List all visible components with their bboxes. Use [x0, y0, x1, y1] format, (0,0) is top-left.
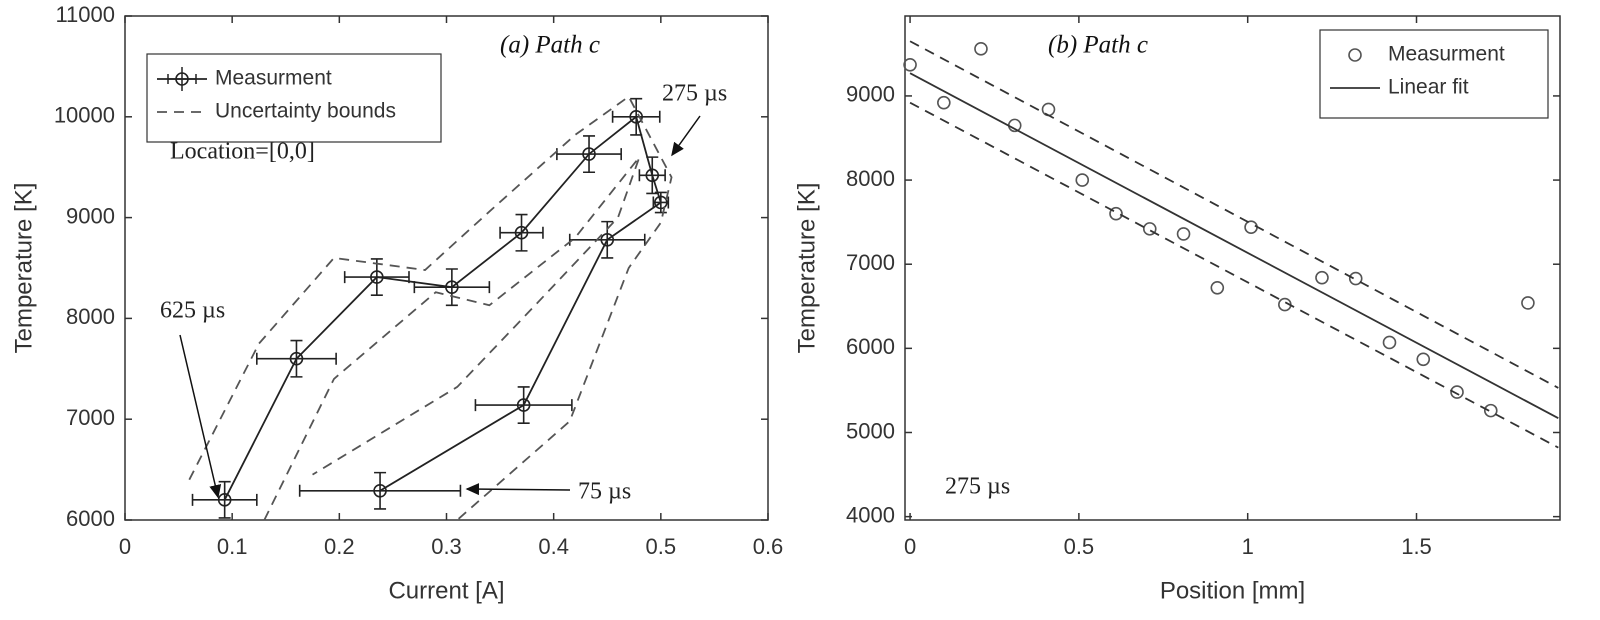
- y-error-bar: [515, 213, 528, 252]
- marker: [1142, 222, 1157, 236]
- series-line: [188, 95, 673, 521]
- x-tick-label: 0.4: [538, 534, 569, 559]
- annotation: 625 µs: [160, 298, 225, 324]
- y-error-bar: [517, 386, 530, 425]
- x-tick-label: 0.2: [324, 534, 355, 559]
- legend-label: Measurment: [1388, 43, 1505, 66]
- y-error-bar: [374, 471, 387, 510]
- y-tick-label: 5000: [846, 418, 895, 443]
- legend-error-bar: [167, 67, 197, 91]
- legend-marker: [175, 72, 189, 86]
- y-tick-label: 9000: [846, 82, 895, 107]
- x-tick-label: 1: [1242, 534, 1254, 559]
- annotation-arrow: [465, 483, 571, 496]
- marker: [903, 58, 917, 72]
- annotation: 275 µs: [945, 474, 1010, 500]
- y-tick-label: 6000: [846, 334, 895, 359]
- series-line: [223, 115, 662, 501]
- y-axis-label: Temperature [K]: [10, 183, 37, 354]
- y-tick-label: 6000: [66, 506, 115, 531]
- annotation-arrow: [671, 115, 701, 157]
- marker: [1450, 385, 1464, 399]
- legend-label: Linear fit: [1388, 76, 1469, 99]
- y-tick-label: 10000: [54, 103, 115, 128]
- y-error-bar: [445, 268, 458, 307]
- fit-bound: [909, 101, 1559, 449]
- marker: [370, 270, 384, 284]
- marker: [1483, 403, 1498, 418]
- marker: [373, 483, 387, 498]
- y-error-bar: [290, 339, 303, 378]
- y-axis-label: Temperature [K]: [793, 183, 820, 354]
- marker: [582, 147, 596, 161]
- series-line: [263, 156, 641, 521]
- marker: [289, 351, 304, 366]
- x-tick-label: 0.5: [646, 534, 677, 559]
- x-tick-label: 1.5: [1401, 534, 1432, 559]
- marker: [1382, 335, 1397, 350]
- legend-label: Measurment: [215, 67, 332, 90]
- x-tick-label: 0: [119, 534, 131, 559]
- marker: [1210, 280, 1225, 295]
- y-error-bar: [218, 480, 231, 519]
- y-error-bar: [646, 156, 659, 195]
- marker: [654, 195, 668, 210]
- chart-title: (a) Path c: [500, 32, 600, 59]
- marker: [217, 493, 232, 507]
- x-tick-label: 0.5: [1064, 534, 1095, 559]
- y-tick-label: 8000: [846, 166, 895, 191]
- marker: [937, 95, 951, 110]
- y-tick-label: 11000: [55, 2, 115, 27]
- series-line: [909, 72, 1559, 419]
- marker: [1416, 352, 1431, 367]
- y-tick-label: 7000: [846, 250, 895, 275]
- marker: [445, 280, 459, 294]
- legend-label: Uncertainty bounds: [215, 100, 396, 123]
- marker: [1075, 173, 1090, 187]
- x-tick-label: 0.3: [431, 534, 462, 559]
- marker: [1176, 227, 1191, 241]
- marker: [1315, 270, 1329, 285]
- chart-title: (b) Path c: [1048, 32, 1148, 59]
- annotation: Location=[0,0]: [170, 139, 315, 165]
- y-tick-label: 4000: [846, 502, 895, 527]
- x-axis-label: Current [A]: [388, 577, 504, 604]
- legend-box: [146, 53, 442, 143]
- annotation-arrow: [179, 334, 222, 499]
- marker: [1109, 206, 1123, 221]
- x-axis-label: Position [mm]: [1160, 577, 1305, 604]
- x-tick-label: 0: [904, 534, 916, 559]
- annotation: 275 µs: [662, 81, 727, 107]
- y-tick-label: 8000: [66, 304, 115, 329]
- marker: [974, 42, 988, 56]
- y-tick-label: 7000: [66, 405, 115, 430]
- legend-marker: [1348, 48, 1362, 62]
- y-error-bar: [630, 97, 643, 136]
- x-tick-label: 0.1: [217, 534, 248, 559]
- x-tick-label: 0.6: [753, 534, 784, 559]
- marker: [600, 232, 615, 247]
- y-error-bar: [583, 135, 596, 174]
- marker: [516, 398, 531, 412]
- y-tick-label: 9000: [66, 203, 115, 228]
- marker: [629, 110, 643, 124]
- marker: [645, 168, 660, 183]
- legend-box: [1319, 29, 1549, 119]
- annotation: 75 µs: [578, 479, 631, 505]
- marker: [1348, 271, 1363, 286]
- fit-bound: [909, 40, 1559, 389]
- marker: [514, 225, 529, 240]
- marker: [1521, 296, 1535, 310]
- y-error-bar: [370, 258, 383, 297]
